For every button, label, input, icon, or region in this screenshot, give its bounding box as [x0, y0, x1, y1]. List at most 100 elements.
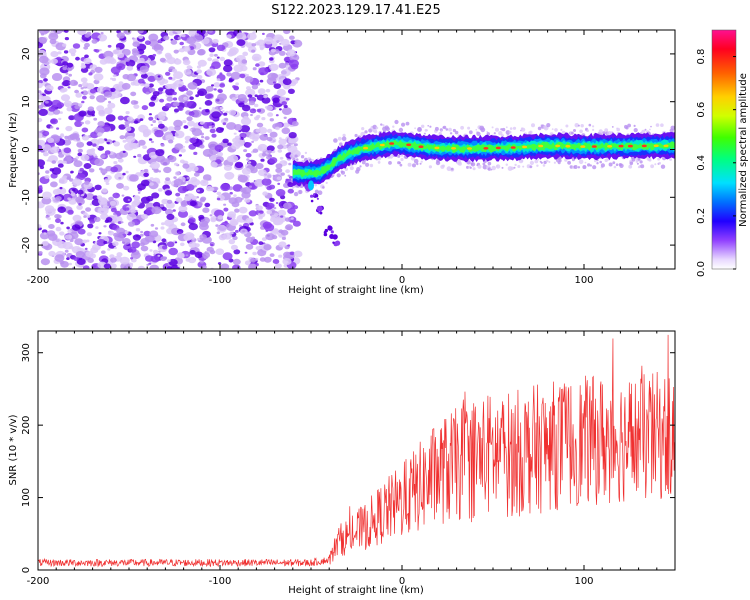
noise-dot — [197, 59, 207, 67]
noise-dot — [272, 259, 280, 264]
ridge-halo-dot — [571, 158, 575, 162]
noise-dot — [287, 207, 296, 215]
noise-dot — [43, 99, 53, 107]
noise-dot — [253, 56, 260, 61]
noise-dot — [51, 160, 57, 164]
ridge-halo-dot — [419, 162, 422, 165]
noise-dot — [59, 231, 65, 236]
ridge-peak — [483, 147, 489, 150]
ridge-halo-dot — [493, 132, 496, 135]
ridge-halo-dot — [600, 163, 606, 168]
noise-dot — [108, 196, 114, 201]
noise-dot — [252, 31, 256, 34]
noise-dot — [149, 249, 153, 252]
noise-dot — [166, 241, 175, 248]
noise-dot — [152, 120, 157, 123]
ridge-peak — [627, 144, 633, 148]
noise-dot — [196, 187, 205, 194]
noise-dot — [112, 241, 119, 247]
noise-dot — [100, 250, 106, 254]
noise-dot — [45, 170, 50, 174]
ridge-halo-dot — [314, 189, 319, 194]
noise-dot — [50, 58, 59, 65]
noise-dot — [281, 127, 291, 135]
ridge-halo-dot — [482, 162, 486, 166]
noise-dot — [290, 63, 299, 70]
ridge-halo-dot — [341, 136, 347, 141]
noise-dot — [66, 257, 70, 260]
ridge-peak — [555, 144, 561, 148]
noise-dot — [193, 151, 198, 155]
noise-dot — [236, 39, 246, 46]
noise-dot — [262, 32, 265, 36]
noise-dot — [161, 207, 167, 211]
noise-dot — [265, 88, 271, 93]
noise-dot — [137, 30, 144, 34]
noise-dot — [96, 105, 105, 112]
ridge-peak — [607, 145, 613, 148]
ridge-halo-dot — [417, 127, 422, 133]
noise-dot — [76, 258, 86, 265]
noise-dot — [216, 56, 220, 59]
branch-dot — [335, 240, 341, 246]
noise-dot — [248, 161, 252, 164]
noise-dot — [172, 68, 178, 73]
noise-dot — [275, 74, 286, 82]
noise-dot — [196, 201, 203, 207]
noise-dot — [52, 189, 61, 195]
noise-dot — [38, 186, 43, 191]
noise-dot — [209, 214, 213, 217]
noise-dot — [113, 246, 117, 250]
ridge-halo-dot — [317, 190, 323, 195]
noise-dot — [288, 175, 293, 179]
noise-dot — [153, 253, 156, 256]
ridge-peak — [522, 145, 528, 149]
snr-series-line — [38, 334, 675, 568]
spectrogram-y-tick-label: 0 — [21, 146, 32, 152]
noise-dot — [232, 235, 238, 241]
noise-dot — [269, 118, 274, 122]
noise-dot — [127, 199, 131, 201]
noise-dot — [278, 234, 284, 238]
noise-dot — [208, 30, 213, 33]
noise-dot — [165, 208, 173, 216]
ridge-halo-dot — [331, 176, 333, 178]
noise-dot — [168, 139, 174, 144]
noise-dot — [248, 263, 258, 269]
noise-dot — [89, 203, 93, 206]
noise-dot — [210, 217, 217, 223]
spectrogram-x-axis-label: Height of straight line (km) — [288, 285, 424, 296]
noise-dot — [266, 105, 273, 111]
noise-dot — [77, 30, 87, 36]
noise-dot — [116, 47, 120, 51]
noise-dot — [111, 77, 117, 82]
noise-dot — [65, 103, 71, 108]
noise-dot — [124, 207, 130, 211]
ridge-halo-dot — [512, 126, 517, 130]
ridge-halo-dot — [291, 187, 294, 190]
noise-dot — [62, 87, 68, 93]
noise-dot — [50, 118, 58, 125]
ridge-halo-dot — [565, 124, 569, 128]
ridge-halo-dot — [573, 129, 576, 132]
snr-x-axis-label: Height of straight line (km) — [288, 585, 424, 596]
noise-dot — [149, 60, 157, 66]
noise-dot — [266, 128, 273, 133]
ridge-band — [292, 139, 675, 178]
noise-dot — [246, 86, 251, 91]
noise-dot — [280, 206, 284, 209]
noise-dot — [204, 136, 210, 141]
noise-dot — [187, 82, 198, 90]
ridge-halo-dot — [344, 174, 347, 177]
noise-dot — [216, 224, 227, 233]
noise-dot — [273, 207, 277, 210]
ridge-halo-dot — [582, 165, 587, 170]
noise-dot — [193, 185, 197, 188]
ridge-halo-dot — [545, 159, 549, 163]
ridge-halo-dot — [337, 136, 342, 141]
noise-dot — [287, 88, 295, 95]
noise-dot — [63, 50, 69, 54]
ridge-halo-dot — [501, 134, 504, 138]
noise-dot — [178, 154, 182, 157]
